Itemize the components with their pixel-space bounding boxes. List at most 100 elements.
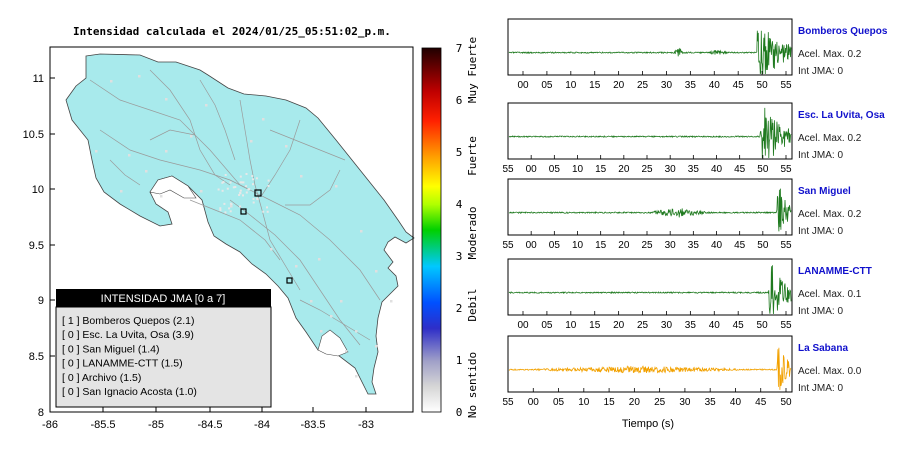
- station-dot: [390, 300, 393, 303]
- time-tick-label: 10: [565, 320, 577, 331]
- station-dot: [245, 185, 248, 188]
- station-dot: [217, 188, 220, 191]
- lon-tick-label: -84: [254, 419, 270, 431]
- legend-item: [ 0 ] Archivo (1.5): [62, 372, 141, 384]
- intensity-colorbar: 0 1 2 3 4 5 6 7 No sentido Debil Moderado Fuerte Mu…: [421, 37, 479, 419]
- station-dot: [250, 140, 253, 143]
- station-dot: [360, 230, 363, 233]
- x-axis-label: Tiempo (s): [622, 418, 674, 430]
- waveform-panel: 55 00 05 10 15 20 25 30 35 40 45 50 La Sabana Acel. M…: [502, 335, 862, 408]
- station-dot: [245, 191, 248, 194]
- time-tick-label: 50: [757, 240, 769, 251]
- legend-item: [ 0 ] San Miguel (1.4): [62, 343, 159, 355]
- colorbar-gradient: [421, 47, 442, 413]
- time-tick-label: 05: [553, 397, 565, 408]
- station-int-jma: Int JMA: 0: [798, 383, 843, 394]
- station-dot: [128, 154, 131, 157]
- time-tick-label: 00: [526, 164, 538, 175]
- station-dot: [245, 173, 248, 175]
- colorbar-tick-label: 5: [456, 146, 463, 159]
- time-tick-label: 25: [641, 240, 653, 251]
- time-tick-label: 20: [618, 164, 630, 175]
- station-dot: [355, 375, 358, 378]
- station-dot: [239, 205, 242, 208]
- station-int-jma: Int JMA: 0: [798, 150, 843, 161]
- time-tick-label: 40: [730, 397, 742, 408]
- time-tick-label: 30: [665, 240, 677, 251]
- station-dot: [238, 194, 241, 196]
- legend-header: [56, 289, 271, 307]
- station-dot: [330, 315, 333, 318]
- station-name: Esc. La Uvita, Osa: [798, 110, 885, 121]
- station-dot: [239, 191, 242, 194]
- waveform-trace: [508, 347, 792, 390]
- station-acel-max: Acel. Max. 0.0: [798, 366, 862, 377]
- station-int-jma: Int JMA: 0: [798, 306, 843, 317]
- waveform-panel: 00 05 10 15 20 25 30 35 40 45 50 55 Bomberos Quepos A…: [507, 18, 888, 91]
- time-tick-label: 25: [641, 164, 653, 175]
- time-tick-label: 00: [517, 320, 529, 331]
- time-tick-label: 10: [565, 80, 577, 91]
- golfo-dulce: [317, 329, 349, 357]
- waveform-panels: 00 05 10 15 20 25 30 35 40 45 50 55 Bomberos Quepos A…: [502, 18, 888, 408]
- time-tick-label: 30: [665, 164, 677, 175]
- station-marker: [240, 208, 247, 215]
- map-frame: [49, 46, 414, 413]
- station-dot: [221, 181, 224, 184]
- colorbar-tick-label: 6: [456, 94, 463, 107]
- time-tick-label: 50: [780, 397, 792, 408]
- station-dot: [138, 75, 141, 78]
- station-dot: [229, 210, 232, 213]
- station-dot: [252, 197, 255, 200]
- station-name: San Miguel: [798, 186, 851, 197]
- intensity-legend: INTENSIDAD JMA [0 a 7] [ 1 ] Bomberos Qu…: [55, 289, 272, 408]
- station-dot: [190, 135, 193, 138]
- time-tick-label: 55: [780, 240, 792, 251]
- station-dot: [252, 201, 255, 204]
- station-dot: [320, 330, 323, 333]
- colorbar-class-label: No sentido: [466, 352, 479, 418]
- station-dots: [95, 75, 393, 378]
- time-tick-label: 15: [589, 80, 601, 91]
- station-dot: [335, 185, 338, 188]
- station-int-jma: Int JMA: 0: [798, 66, 843, 77]
- waveform-trace: [508, 107, 792, 159]
- time-tick-label: 35: [685, 80, 697, 91]
- lon-tick-label: -86: [42, 419, 58, 431]
- station-dot: [242, 181, 245, 184]
- map-title: Intensidad calculada el 2024/01/25_05:51…: [73, 25, 391, 38]
- station-dot: [310, 300, 313, 303]
- station-dot: [340, 300, 343, 303]
- station-dot: [226, 187, 229, 190]
- waveform-trace: [508, 30, 792, 75]
- time-tick-label: 35: [705, 397, 717, 408]
- time-tick-label: 20: [613, 80, 625, 91]
- station-dot: [165, 98, 168, 101]
- station-dot: [252, 178, 254, 181]
- station-dot: [120, 190, 123, 193]
- waveform-panel: 00 05 10 15 20 25 30 35 40 45 50 55 LANAMME-CTT Acel.…: [507, 258, 872, 331]
- time-tick-label: 00: [517, 80, 529, 91]
- time-tick-label: 40: [711, 164, 723, 175]
- time-tick-label: 50: [757, 164, 769, 175]
- time-tick-label: 55: [780, 164, 792, 175]
- station-dot: [239, 189, 242, 192]
- colorbar-tick-label: 7: [456, 42, 463, 55]
- station-dot: [229, 202, 232, 205]
- station-dot: [219, 209, 222, 211]
- colorbar-tick-label: 4: [456, 198, 463, 211]
- time-tick-label: 00: [528, 397, 540, 408]
- station-dot: [239, 181, 242, 184]
- waveform-trace: [508, 188, 792, 232]
- time-tick-label: 10: [578, 397, 590, 408]
- station-dot: [110, 80, 113, 83]
- lat-tick-label: 8.5: [29, 351, 44, 363]
- station-acel-max: Acel. Max. 0.2: [798, 133, 862, 144]
- time-tick-label: 25: [637, 320, 649, 331]
- waveform-frame: [507, 18, 793, 76]
- waveform-panel: 55 00 05 10 15 20 25 30 35 40 45 50 55 San Miguel Acel…: [502, 178, 862, 251]
- station-dot: [267, 179, 270, 182]
- station-dot: [251, 175, 254, 178]
- time-tick-label: 35: [688, 240, 700, 251]
